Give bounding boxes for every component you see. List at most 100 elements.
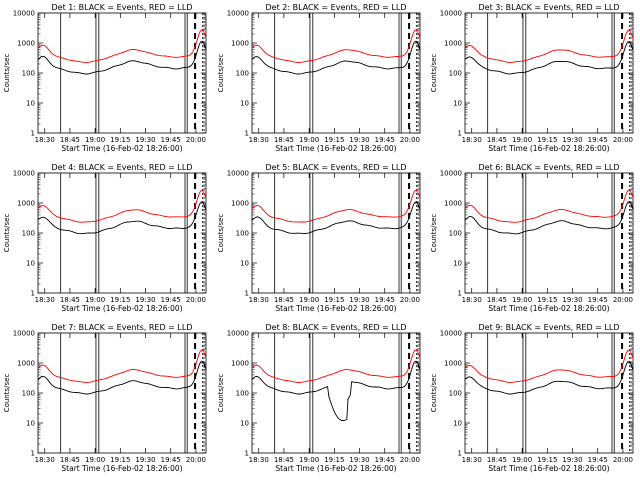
- series-events-black: [464, 361, 634, 395]
- x-tick-label: 18:30: [249, 136, 269, 144]
- series-lld-red: [251, 349, 421, 383]
- x-tick-label: 18:45: [60, 136, 80, 144]
- x-tick-label: 18:30: [462, 136, 482, 144]
- x-tick-label: 19:30: [135, 296, 155, 304]
- x-tick-label: 19:30: [349, 136, 369, 144]
- x-tick-label: 18:30: [35, 456, 55, 464]
- x-tick-label: 19:15: [324, 296, 344, 304]
- y-tick-label: 1: [245, 450, 249, 458]
- y-tick-label: 1000: [444, 200, 462, 208]
- y-axis-label: Counts/sec: [430, 54, 438, 93]
- x-tick-label: 20:00: [613, 136, 633, 144]
- y-tick-label: 1000: [17, 360, 35, 368]
- panel-det-2: Det 2: BLACK = Events, RED = LLD 1 10 100 10…: [217, 3, 421, 153]
- y-tick-label: 1000: [17, 200, 35, 208]
- x-tick-label: 19:00: [85, 136, 105, 144]
- x-tick-label: 19:30: [349, 296, 369, 304]
- series-lld-red: [464, 189, 634, 223]
- x-tick-label: 19:45: [161, 136, 181, 144]
- series-lld-red: [464, 349, 634, 383]
- y-tick-label: 100: [236, 230, 249, 238]
- x-tick-label: 19:45: [375, 456, 395, 464]
- series-lld-red: [251, 190, 421, 223]
- y-tick-label: 100: [22, 70, 35, 78]
- y-axis-label: Counts/sec: [3, 214, 11, 253]
- y-tick-label: 10: [453, 420, 462, 428]
- plot-frame: [464, 12, 634, 134]
- y-tick-label: 10000: [227, 330, 249, 338]
- panel-det-1: Det 1: BLACK = Events, RED = LLD 1 10 100 10…: [3, 3, 207, 153]
- panel-title: Det 2: BLACK = Events, RED = LLD: [266, 3, 407, 12]
- x-axis-label: Start Time (16-Feb-02 18:26:00): [488, 464, 609, 473]
- x-axis-label: Start Time (16-Feb-02 18:26:00): [61, 144, 182, 153]
- series-lld-red: [464, 29, 634, 63]
- y-tick-label: 100: [449, 230, 462, 238]
- x-tick-label: 18:45: [60, 296, 80, 304]
- x-tick-label: 18:30: [249, 296, 269, 304]
- x-tick-label: 19:45: [588, 136, 608, 144]
- y-tick-label: 10000: [440, 330, 462, 338]
- panel-title: Det 6: BLACK = Events, RED = LLD: [479, 163, 620, 172]
- series-events-black: [37, 360, 207, 395]
- y-axis-label: Counts/sec: [3, 54, 11, 93]
- panel-det-3: Det 3: BLACK = Events, RED = LLD 1 10 100 10…: [430, 3, 634, 153]
- x-tick-label: 19:00: [512, 296, 532, 304]
- series-events-black: [251, 40, 421, 75]
- panel-det-4: Det 4: BLACK = Events, RED = LLD 1 10 100 10…: [3, 163, 207, 313]
- y-tick-label: 1000: [444, 360, 462, 368]
- series-events-black: [464, 201, 634, 235]
- x-tick-label: 19:30: [135, 136, 155, 144]
- x-tick-label: 19:15: [110, 296, 130, 304]
- x-tick-label: 19:30: [562, 136, 582, 144]
- x-tick-label: 19:15: [537, 296, 557, 304]
- x-tick-label: 19:00: [85, 296, 105, 304]
- panel-title: Det 9: BLACK = Events, RED = LLD: [479, 323, 620, 332]
- panel-det-9: Det 9: BLACK = Events, RED = LLD 1 10 100 10…: [430, 323, 634, 473]
- x-tick-label: 19:30: [135, 456, 155, 464]
- y-tick-label: 1: [245, 290, 249, 298]
- y-axis-label: Counts/sec: [217, 54, 225, 93]
- x-tick-label: 19:30: [562, 456, 582, 464]
- y-tick-label: 100: [22, 390, 35, 398]
- x-tick-label: 20:00: [613, 456, 633, 464]
- y-tick-label: 10: [240, 260, 249, 268]
- x-tick-label: 18:45: [487, 296, 507, 304]
- x-tick-label: 19:00: [512, 136, 532, 144]
- y-tick-label: 10: [26, 420, 35, 428]
- x-axis-label: Start Time (16-Feb-02 18:26:00): [488, 304, 609, 313]
- x-axis-label: Start Time (16-Feb-02 18:26:00): [275, 464, 396, 473]
- panel-title: Det 4: BLACK = Events, RED = LLD: [52, 163, 193, 172]
- plot-frame: [37, 332, 207, 454]
- x-tick-label: 19:45: [375, 136, 395, 144]
- y-axis-label: Counts/sec: [430, 214, 438, 253]
- x-tick-label: 19:45: [375, 296, 395, 304]
- panel-det-8: Det 8: BLACK = Events, RED = LLD 1 10 100 10…: [217, 323, 421, 473]
- y-axis-label: Counts/sec: [3, 374, 11, 413]
- plot-frame: [37, 172, 207, 294]
- series-events-black: [251, 360, 421, 421]
- y-tick-label: 1: [31, 130, 35, 138]
- x-tick-label: 18:30: [249, 456, 269, 464]
- x-tick-label: 19:00: [85, 456, 105, 464]
- plot-frame: [251, 12, 421, 134]
- y-tick-label: 100: [236, 70, 249, 78]
- x-axis-label: Start Time (16-Feb-02 18:26:00): [61, 304, 182, 313]
- y-tick-label: 1: [31, 290, 35, 298]
- y-axis-label: Counts/sec: [430, 374, 438, 413]
- x-tick-label: 18:45: [274, 296, 294, 304]
- y-tick-label: 1: [458, 130, 462, 138]
- y-tick-label: 10000: [13, 170, 35, 178]
- panel-det-6: Det 6: BLACK = Events, RED = LLD 1 10 100 10…: [430, 163, 634, 313]
- panel-det-7: Det 7: BLACK = Events, RED = LLD 1 10 100 10…: [3, 323, 207, 473]
- x-tick-label: 19:15: [537, 456, 557, 464]
- y-tick-label: 1: [458, 290, 462, 298]
- x-tick-label: 19:00: [299, 136, 319, 144]
- plot-frame: [251, 172, 421, 294]
- x-tick-label: 18:45: [60, 456, 80, 464]
- x-tick-label: 18:30: [462, 456, 482, 464]
- y-tick-label: 1000: [231, 200, 249, 208]
- x-tick-label: 20:00: [400, 296, 420, 304]
- y-tick-label: 100: [22, 230, 35, 238]
- x-tick-label: 18:30: [462, 296, 482, 304]
- x-tick-label: 19:00: [512, 456, 532, 464]
